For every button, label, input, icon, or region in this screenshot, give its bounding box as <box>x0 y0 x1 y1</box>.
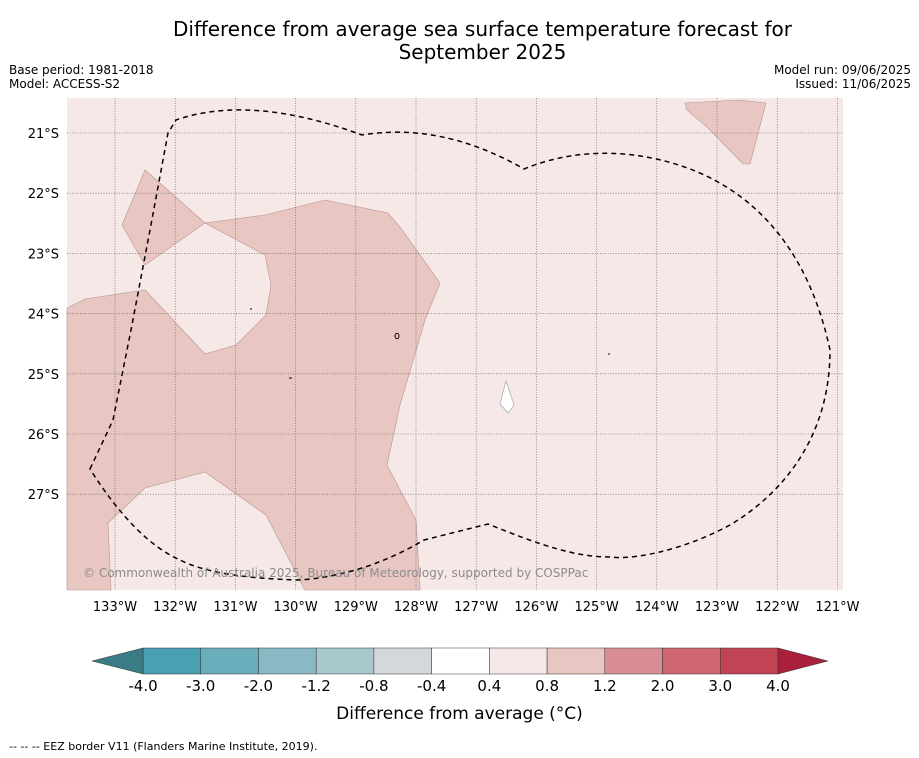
colorbar-segment <box>546 647 606 675</box>
colorbar-tick: 2.0 <box>651 677 675 695</box>
colorbar-tick: -0.4 <box>417 677 446 695</box>
copyright-notice: © Commonwealth of Australia 2025, Bureau… <box>83 566 588 580</box>
lon-label: 130°W <box>274 600 318 615</box>
lon-label: 129°W <box>334 600 378 615</box>
colorbar-tick: -0.8 <box>359 677 388 695</box>
colorbar-segment <box>431 647 490 675</box>
lon-label: 123°W <box>695 600 739 615</box>
map-background <box>67 98 843 590</box>
colorbar-segment <box>373 647 432 675</box>
title-line-2: September 2025 <box>398 40 567 64</box>
colorbar-tick: 3.0 <box>708 677 732 695</box>
base-period: Base period: 1981-2018 <box>9 63 154 77</box>
colorbar-segment <box>662 647 721 675</box>
longitude-labels: 133°W 132°W 131°W 130°W 129°W 128°W 127°W 126°W… <box>93 600 860 615</box>
colorbar-tick: 0.8 <box>535 677 559 695</box>
colorbar-segment <box>200 647 259 675</box>
colorbar-segment <box>258 647 317 675</box>
map-title: Difference from average sea surface temp… <box>0 18 919 64</box>
colorbar-under-arrow <box>91 647 144 675</box>
lat-label: 21°S <box>28 127 59 142</box>
lat-label: 27°S <box>28 488 59 503</box>
lat-label: 23°S <box>28 247 59 262</box>
meta-right: Model run: 09/06/2025 Issued: 11/06/2025 <box>774 63 911 91</box>
lon-label: 124°W <box>635 600 679 615</box>
anomaly-region-northeast <box>684 99 767 165</box>
latitude-labels: 21°S 22°S 23°S 24°S 25°S 26°S 27°S <box>28 127 59 503</box>
colorbar-segment <box>315 647 375 675</box>
issued-date: Issued: 11/06/2025 <box>795 77 911 91</box>
lat-label: 24°S <box>28 308 59 323</box>
colorbar-segment <box>489 647 548 675</box>
colorbar-tick: 0.4 <box>477 677 501 695</box>
colorbar-label-text: Difference from average (°C) <box>336 704 583 724</box>
lon-label: 126°W <box>514 600 558 615</box>
lon-label: 128°W <box>394 600 438 615</box>
colorbar-tick: 1.2 <box>593 677 617 695</box>
model-run: Model run: 09/06/2025 <box>773 63 911 77</box>
colorbar-tick: -2.0 <box>244 677 273 695</box>
eez-border <box>89 109 831 581</box>
colorbar-segment <box>720 647 779 675</box>
title-line-1: Difference from average sea surface temp… <box>172 17 792 41</box>
model-name: Model: ACCESS-S2 <box>9 77 121 91</box>
colorbar-tick: -4.0 <box>128 677 157 695</box>
colorbar-tick-labels: -4.0 -3.0 -2.0 -1.2 -0.8 -0.4 0.4 0.8 1.2 2.0 3.0 4… <box>128 677 790 695</box>
anomaly-island-white <box>499 379 515 414</box>
colorbar-tick: -3.0 <box>186 677 215 695</box>
anomaly-region-main <box>66 169 441 591</box>
eez-footnote: -- -- -- EEZ border V11 (Flanders Marine… <box>9 740 318 753</box>
lon-label: 122°W <box>755 600 799 615</box>
lon-label: 132°W <box>153 600 197 615</box>
colorbar-tick: -1.2 <box>302 677 331 695</box>
colorbar-tick: 4.0 <box>766 677 790 695</box>
colorbar-label: Difference from average (°C) <box>0 704 919 724</box>
lat-label: 22°S <box>28 187 59 202</box>
colorbar-segment <box>604 647 663 675</box>
lon-label: 131°W <box>213 600 257 615</box>
lon-label: 121°W <box>815 600 859 615</box>
colorbar <box>91 647 829 675</box>
meta-left: Base period: 1981-2018 Model: ACCESS-S2 <box>9 63 154 91</box>
gridlines <box>67 98 843 590</box>
colorbar-over-arrow <box>777 647 829 675</box>
small-island-1 <box>394 332 400 340</box>
lon-label: 133°W <box>93 600 137 615</box>
lon-label: 125°W <box>575 600 619 615</box>
lon-label: 127°W <box>454 600 498 615</box>
lat-label: 25°S <box>28 368 59 383</box>
lat-label: 26°S <box>28 428 59 443</box>
colorbar-segment <box>142 647 201 675</box>
